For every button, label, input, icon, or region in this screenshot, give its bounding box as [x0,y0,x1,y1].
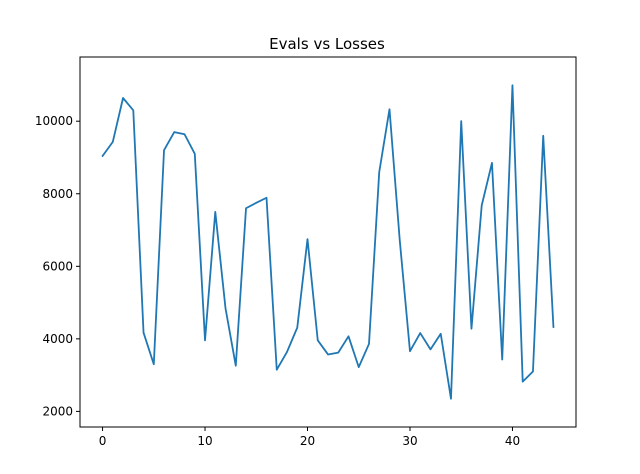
y-tick-label: 4000 [42,332,73,346]
x-tick-label: 30 [402,434,417,448]
plot-frame [79,56,577,428]
y-tick-label: 2000 [42,404,73,418]
chart-title: Evals vs Losses [269,35,385,53]
series-layer [101,84,555,400]
x-axis: 0 10 20 30 40 [99,427,520,448]
x-tick-label: 0 [99,434,107,448]
x-tick-label: 10 [197,434,212,448]
y-tick-label: 10000 [35,114,73,128]
y-tick-label: 8000 [42,187,73,201]
y-axis: 2000 4000 6000 8000 10000 [35,114,80,418]
y-tick-label: 6000 [42,259,73,273]
x-tick-label: 20 [300,434,315,448]
series-line-losses [101,84,555,400]
x-tick-label: 40 [505,434,520,448]
